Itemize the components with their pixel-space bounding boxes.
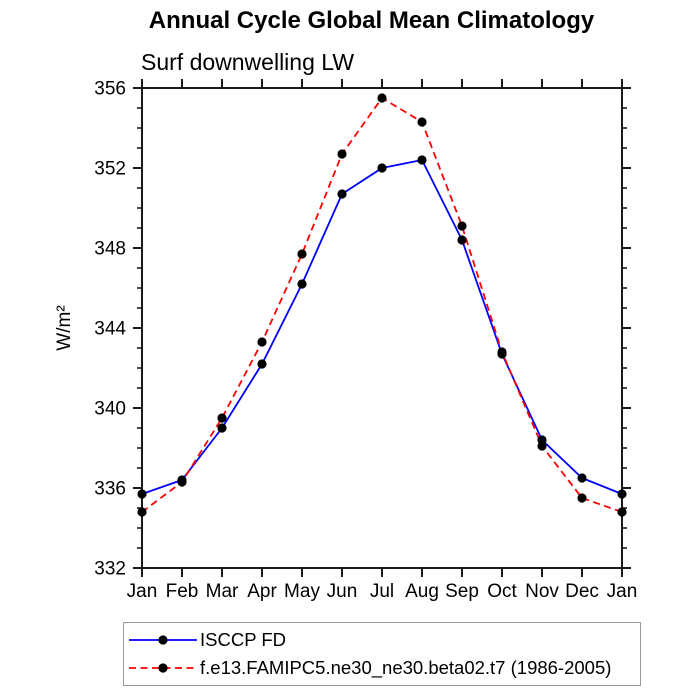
y-tick-label: 352 — [94, 159, 126, 180]
x-tick-label: Jun — [327, 581, 358, 602]
x-tick-label: Jul — [370, 581, 394, 602]
data-point-marker — [617, 507, 627, 517]
data-point-marker — [457, 235, 467, 245]
data-point-marker — [337, 149, 347, 159]
data-point-marker — [417, 117, 427, 127]
y-tick-label: 356 — [94, 79, 126, 100]
legend-sample-solid-line — [129, 635, 197, 645]
series-line-0 — [141, 158, 623, 495]
data-point-marker — [297, 249, 307, 259]
legend-label: ISCCP FD — [200, 629, 287, 650]
data-point-marker — [217, 423, 227, 433]
y-tick-label: 340 — [94, 399, 126, 420]
data-point-marker — [377, 163, 387, 173]
data-point-marker — [257, 359, 267, 369]
data-point-marker — [577, 473, 587, 483]
data-point-marker — [337, 189, 347, 199]
data-point-marker — [297, 279, 307, 289]
x-tick-label: Mar — [206, 581, 239, 602]
legend-sample-dashed-line — [129, 663, 197, 673]
data-point-marker — [177, 477, 187, 487]
y-tick-label: 348 — [94, 239, 126, 260]
x-tick-label: Nov — [525, 581, 559, 602]
data-point-marker — [497, 347, 507, 357]
chart-subtitle: Surf downwelling LW — [141, 49, 355, 75]
series-line-1 — [141, 96, 623, 513]
legend-label: f.e13.FAMIPC5.ne30_ne30.beta02.t7 (1986-… — [200, 657, 612, 678]
plot-frame — [141, 87, 623, 569]
data-point-marker — [217, 413, 227, 423]
data-point-marker — [457, 221, 467, 231]
data-point-marker — [577, 493, 587, 503]
data-point-marker — [617, 489, 627, 499]
x-tick-label: Jan — [127, 581, 158, 602]
x-tick-label: Apr — [247, 581, 277, 602]
data-point-marker — [137, 507, 147, 517]
x-tick-label: Sep — [445, 581, 479, 602]
x-tick-label: Dec — [565, 581, 599, 602]
x-tick-label: Feb — [166, 581, 199, 602]
x-tick-label: Oct — [487, 581, 517, 602]
data-point-marker — [377, 93, 387, 103]
data-point-marker — [417, 155, 427, 165]
x-tick-label: Jan — [607, 581, 638, 602]
legend-box: ISCCP FD f.e13.FAMIPC5.ne30_ne30.beta02.… — [123, 622, 641, 686]
data-point-marker — [137, 489, 147, 499]
y-tick-label: 332 — [94, 559, 126, 580]
x-tick-label: May — [284, 581, 320, 602]
legend-entry-isccp-fd: ISCCP FD — [128, 628, 286, 652]
legend-entry-model: f.e13.FAMIPC5.ne30_ne30.beta02.t7 (1986-… — [128, 656, 611, 680]
y-tick-label: 336 — [94, 479, 126, 500]
data-point-marker — [537, 441, 547, 451]
chart-title: Annual Cycle Global Mean Climatology — [148, 7, 595, 34]
x-tick-label: Aug — [405, 581, 439, 602]
data-point-marker — [257, 337, 267, 347]
y-tick-label: 344 — [94, 319, 126, 340]
